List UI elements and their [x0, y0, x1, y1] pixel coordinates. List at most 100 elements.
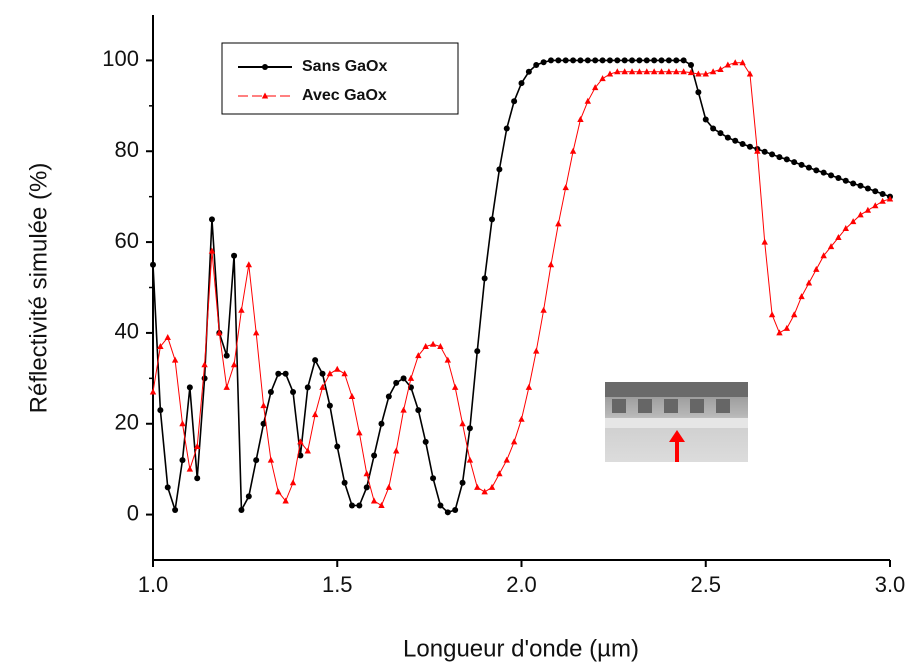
- triangle-marker: [157, 343, 164, 350]
- circle-marker: [511, 98, 518, 105]
- circle-marker: [194, 475, 201, 482]
- circle-marker: [459, 479, 466, 486]
- triangle-marker: [746, 70, 754, 77]
- circle-marker: [584, 57, 591, 64]
- circle-marker: [606, 57, 613, 64]
- triangle-marker: [636, 68, 643, 75]
- triangle-marker: [370, 497, 378, 504]
- triangle-marker: [643, 68, 650, 75]
- legend-label: Avec GaOx: [302, 87, 387, 104]
- triangle-marker: [805, 279, 813, 286]
- triangle-marker: [857, 211, 864, 218]
- circle-marker: [636, 57, 643, 64]
- triangle-marker: [724, 61, 732, 68]
- triangle-marker: [776, 329, 783, 336]
- circle-marker: [275, 370, 282, 377]
- circle-marker: [562, 57, 569, 64]
- triangle-marker: [252, 329, 260, 336]
- circle-marker: [769, 151, 776, 158]
- triangle-marker: [459, 420, 466, 427]
- triangle-marker: [164, 333, 171, 340]
- triangle-marker: [326, 370, 334, 377]
- circle-marker: [599, 57, 606, 64]
- triangle-marker: [577, 115, 584, 122]
- triangle-marker: [474, 483, 481, 490]
- circle-marker: [835, 175, 842, 182]
- circle-marker: [702, 116, 709, 123]
- circle-marker: [621, 57, 628, 64]
- triangle-marker: [717, 66, 724, 72]
- triangle-marker: [540, 306, 547, 313]
- triangle-marker: [842, 224, 849, 231]
- triangle-marker: [606, 70, 614, 77]
- triangle-marker: [422, 343, 429, 350]
- circle-marker: [540, 59, 547, 66]
- circle-marker: [614, 57, 621, 64]
- series-line: [152, 59, 891, 514]
- triangle-marker: [879, 197, 886, 204]
- triangle-marker: [562, 184, 569, 191]
- triangle-marker: [518, 415, 525, 422]
- triangle-marker: [179, 420, 186, 427]
- x-tick-label: 3.0: [875, 572, 906, 597]
- circle-marker: [533, 61, 540, 68]
- triangle-marker: [348, 393, 356, 399]
- y-tick-label: 60: [115, 228, 139, 253]
- x-tick-label: 2.0: [506, 572, 537, 597]
- triangle-marker: [665, 68, 673, 75]
- circle-marker: [326, 402, 333, 409]
- circle-marker: [208, 216, 215, 223]
- circle-marker: [710, 125, 717, 132]
- circle-marker: [496, 166, 503, 173]
- triangle-marker: [437, 343, 444, 350]
- triangle-marker: [798, 293, 805, 300]
- triangle-marker: [569, 147, 577, 154]
- circle-marker: [629, 57, 636, 64]
- circle-marker: [761, 148, 768, 155]
- triangle-marker: [334, 365, 341, 372]
- circle-marker: [179, 457, 186, 464]
- triangle-marker: [238, 306, 245, 313]
- triangle-marker: [444, 356, 451, 363]
- triangle-marker: [592, 84, 599, 91]
- triangle-marker: [673, 68, 680, 75]
- triangle-marker: [621, 68, 628, 75]
- triangle-marker: [496, 470, 503, 477]
- circle-marker: [481, 275, 488, 282]
- x-tick-label: 1.5: [322, 572, 353, 597]
- triangle-marker: [555, 220, 562, 227]
- circle-marker: [312, 357, 319, 364]
- circle-marker: [828, 172, 835, 179]
- triangle-marker: [614, 68, 621, 75]
- circle-marker: [415, 407, 422, 414]
- circle-marker: [805, 164, 812, 171]
- circle-marker: [319, 370, 326, 377]
- triangle-marker: [584, 97, 592, 104]
- triangle-marker: [385, 483, 393, 490]
- triangle-marker: [761, 238, 768, 245]
- circle-marker: [570, 57, 577, 64]
- triangle-marker: [400, 406, 407, 413]
- triangle-marker: [481, 488, 488, 495]
- circle-marker: [791, 159, 798, 166]
- x-tick-label: 1.0: [138, 572, 169, 597]
- circle-marker: [695, 89, 702, 96]
- circle-marker: [525, 68, 532, 75]
- circle-marker: [385, 393, 392, 400]
- triangle-marker: [872, 202, 879, 209]
- circle-marker: [842, 177, 849, 184]
- series-line: [152, 62, 891, 507]
- circle-marker: [172, 507, 179, 514]
- triangle-marker: [754, 147, 761, 154]
- circle-marker: [201, 375, 208, 382]
- triangle-marker: [260, 402, 267, 409]
- circle-marker: [245, 493, 252, 500]
- triangle-marker: [378, 502, 385, 508]
- circle-marker: [732, 137, 739, 144]
- circle-marker: [474, 348, 481, 355]
- triangle-marker: [171, 356, 179, 363]
- circle-marker: [267, 388, 274, 395]
- circle-marker: [371, 452, 378, 459]
- triangle-marker: [415, 352, 422, 359]
